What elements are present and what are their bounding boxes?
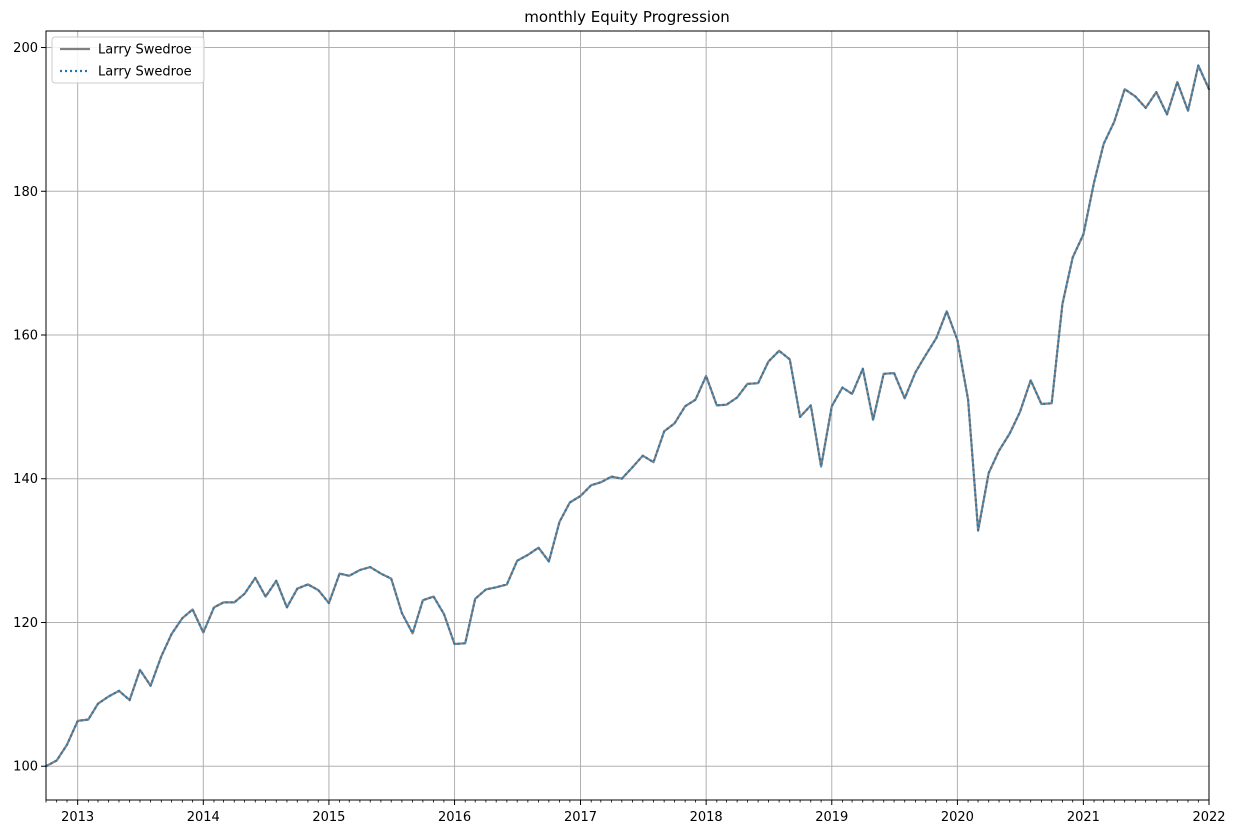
x-tick-label: 2022 [1192,810,1225,825]
series-lines [44,64,1211,768]
x-tick-label: 2014 [187,810,220,825]
y-tick-label: 120 [13,616,38,631]
legend-label-1: Larry Swedroe [98,43,192,58]
y-tick-label: 180 [13,185,38,200]
grid-lines [46,31,1210,800]
chart-title: monthly Equity Progression [524,8,730,26]
series-line-dotted [45,64,1211,768]
plot-frame [45,30,1210,801]
y-axis: 100 120 140 160 180 200 [13,41,46,775]
x-axis: 2013 2014 2015 2016 2017 2018 2019 2020 2021 2022 [45,800,1226,825]
x-tick-label: 2015 [312,810,345,825]
legend: Larry Swedroe Larry Swedroe [51,36,205,84]
x-tick-label: 2020 [941,810,974,825]
x-tick-label: 2019 [815,810,848,825]
y-tick-label: 140 [13,472,38,487]
y-tick-label: 200 [13,41,38,56]
legend-label-2: Larry Swedroe [98,65,192,80]
x-tick-label: 2016 [438,810,471,825]
x-tick-label: 2013 [61,810,94,825]
x-tick-label: 2017 [564,810,597,825]
y-tick-label: 160 [13,329,38,344]
x-tick-label: 2018 [690,810,723,825]
x-tick-label: 2021 [1067,810,1100,825]
y-tick-label: 100 [13,760,38,775]
